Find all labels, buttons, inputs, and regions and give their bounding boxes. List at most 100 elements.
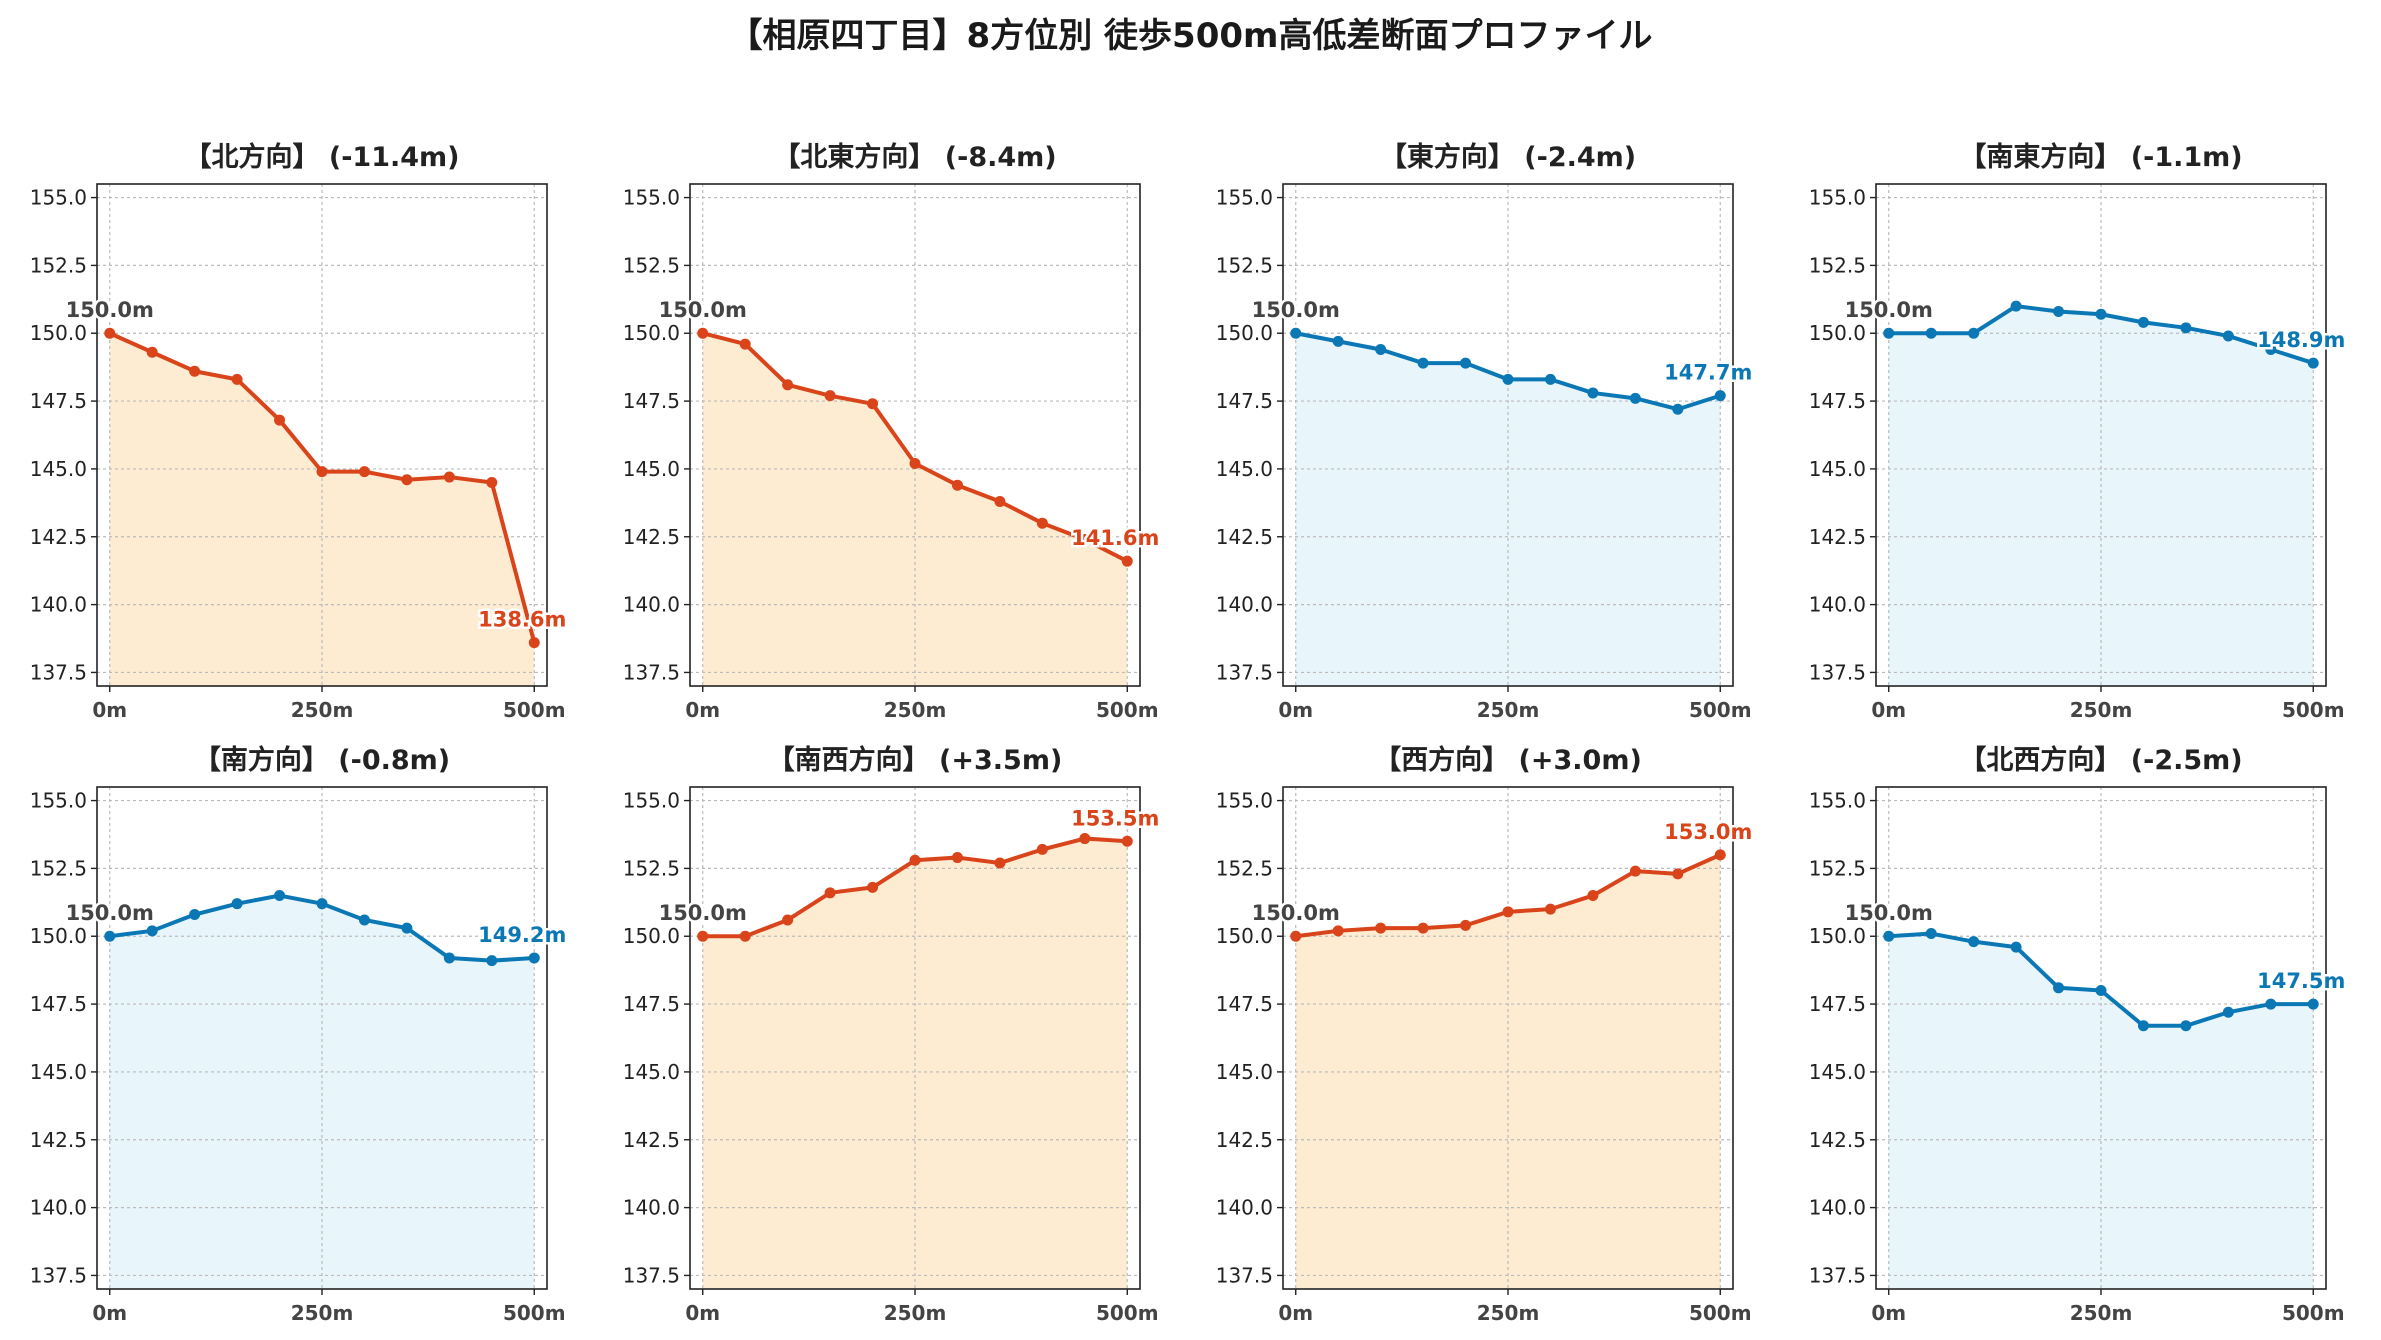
ytick-label: 137.5 (1809, 660, 1866, 684)
xtick-label: 250m (2070, 1301, 2133, 1325)
xtick-label: 500m (1689, 698, 1752, 722)
ytick-label: 152.5 (1216, 253, 1273, 277)
ytick-label: 155.0 (1216, 789, 1273, 813)
xtick-label: 0m (92, 698, 127, 722)
data-point (1672, 403, 1684, 415)
subplot-title: 【東方向】 (-2.4m) (1380, 141, 1636, 173)
ytick-label: 142.5 (623, 1128, 680, 1152)
data-point (2180, 1020, 2192, 1032)
end-label: 153.5m (1071, 806, 1159, 830)
data-point (1629, 392, 1641, 404)
ytick-label: 147.5 (623, 992, 680, 1016)
subplot-6: 137.5 140.0 142.5 145.0 147.5 150.0 152.5 155.0… (623, 744, 1162, 1325)
data-point (528, 952, 540, 964)
data-point (1079, 833, 1091, 845)
ytick-label: 142.5 (30, 1128, 87, 1152)
end-label: 141.6m (1071, 526, 1159, 550)
data-point (1925, 928, 1937, 940)
data-point (1036, 843, 1048, 855)
ytick-label: 140.0 (623, 1196, 680, 1220)
data-point (1587, 890, 1599, 902)
xtick-label: 0m (1278, 698, 1313, 722)
start-label: 150.0m (659, 901, 747, 925)
ytick-label: 140.0 (623, 593, 680, 617)
data-point (782, 914, 794, 926)
data-point (1883, 327, 1895, 339)
ytick-label: 147.5 (1809, 389, 1866, 413)
data-point (1587, 387, 1599, 399)
ytick-label: 152.5 (623, 856, 680, 880)
subplot-title: 【南東方向】 (-1.1m) (1959, 141, 2242, 173)
data-point (486, 955, 498, 967)
end-label: 138.6m (478, 608, 566, 632)
ytick-label: 142.5 (623, 525, 680, 549)
ytick-label: 137.5 (30, 660, 87, 684)
subplot-title: 【北東方向】 (-8.4m) (773, 141, 1056, 173)
ytick-label: 147.5 (30, 389, 87, 413)
data-point (739, 338, 751, 350)
data-point (1502, 906, 1514, 918)
ytick-label: 137.5 (1216, 660, 1273, 684)
data-point (358, 466, 370, 478)
data-point (1332, 335, 1344, 347)
subplot-2: 137.5 140.0 142.5 145.0 147.5 150.0 152.5 155.0… (623, 141, 1162, 722)
data-point (1502, 373, 1514, 385)
xtick-label: 0m (92, 1301, 127, 1325)
data-point (909, 854, 921, 866)
data-point (2137, 1020, 2149, 1032)
end-label: 148.9m (2257, 328, 2345, 352)
area-fill (109, 895, 535, 1289)
data-point (1672, 868, 1684, 880)
data-point (231, 373, 243, 385)
ytick-label: 152.5 (30, 856, 87, 880)
subplot-title: 【西方向】 (+3.0m) (1374, 744, 1642, 776)
xtick-label: 250m (884, 698, 947, 722)
xtick-label: 0m (1871, 698, 1906, 722)
data-point (401, 922, 413, 934)
end-label: 147.5m (2257, 969, 2345, 993)
data-point (1883, 930, 1895, 942)
ytick-label: 155.0 (30, 789, 87, 813)
ytick-label: 145.0 (1809, 1060, 1866, 1084)
data-point (2307, 357, 2319, 369)
data-point (2137, 316, 2149, 328)
data-point (1968, 936, 1980, 948)
data-point (1375, 344, 1387, 356)
data-point (2053, 982, 2065, 994)
start-label: 150.0m (659, 298, 747, 322)
end-label: 149.2m (478, 923, 566, 947)
ytick-label: 147.5 (1809, 992, 1866, 1016)
ytick-label: 140.0 (1809, 1196, 1866, 1220)
ytick-label: 147.5 (30, 992, 87, 1016)
data-point (2222, 1006, 2234, 1018)
data-point (1714, 849, 1726, 861)
data-point (1121, 835, 1133, 847)
ytick-label: 155.0 (623, 186, 680, 210)
data-point (1375, 922, 1387, 934)
start-label: 150.0m (1252, 901, 1340, 925)
data-point (1629, 865, 1641, 877)
data-point (2307, 998, 2319, 1010)
data-point (146, 346, 158, 358)
data-point (951, 852, 963, 864)
subplot-5: 137.5 140.0 142.5 145.0 147.5 150.0 152.5 155.0… (30, 744, 569, 1325)
ytick-label: 147.5 (1216, 389, 1273, 413)
end-label: 147.7m (1664, 361, 1752, 385)
ytick-label: 142.5 (1809, 1128, 1866, 1152)
subplot-title: 【南方向】 (-0.8m) (194, 744, 450, 776)
ytick-label: 140.0 (1216, 1196, 1273, 1220)
subplot-3: 137.5 140.0 142.5 145.0 147.5 150.0 152.5 155.0… (1216, 141, 1755, 722)
xtick-label: 250m (291, 698, 354, 722)
xtick-label: 250m (884, 1301, 947, 1325)
data-point (274, 890, 286, 902)
data-point (104, 930, 116, 942)
data-point (316, 898, 328, 910)
ytick-label: 152.5 (1809, 856, 1866, 880)
xtick-label: 0m (685, 1301, 720, 1325)
xtick-label: 0m (1871, 1301, 1906, 1325)
xtick-label: 500m (2282, 698, 2345, 722)
data-point (189, 909, 201, 921)
data-point (824, 390, 836, 402)
xtick-label: 250m (1477, 698, 1540, 722)
data-point (824, 887, 836, 899)
